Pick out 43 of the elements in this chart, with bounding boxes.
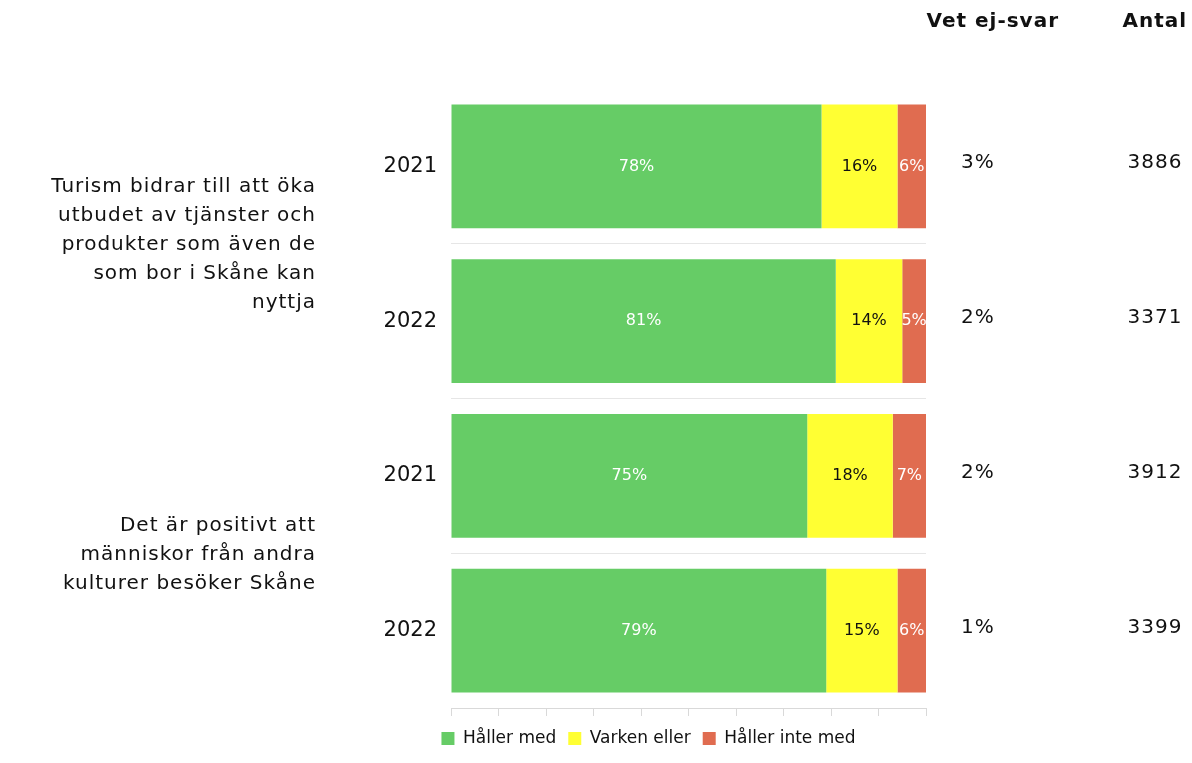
- data-label: 6%: [899, 155, 925, 175]
- data-label: 14%: [851, 310, 887, 330]
- data-label: 78%: [618, 155, 655, 175]
- legend-label: Håller inte med: [724, 726, 856, 747]
- legend-label: Varken eller: [589, 726, 691, 747]
- bar: [892, 413, 926, 538]
- text: Det är positivt att människor från andra kulturer besöker Skåne: [62, 510, 316, 596]
- bar: [451, 568, 827, 693]
- text: 2%: [961, 304, 995, 329]
- data-label: 79%: [621, 619, 657, 639]
- data-label: 6%: [899, 619, 925, 639]
- text: 2%: [961, 458, 995, 483]
- bar: [451, 104, 822, 229]
- bar: [897, 104, 926, 229]
- data-label: 18%: [832, 465, 868, 485]
- text: 3399: [1127, 613, 1183, 638]
- text: 1%: [961, 613, 995, 638]
- bar: [897, 568, 926, 693]
- data-label: 7%: [896, 465, 923, 485]
- text: 3%: [961, 149, 995, 174]
- bar: [451, 259, 836, 384]
- bar: [835, 259, 903, 384]
- data-label: 15%: [844, 619, 880, 639]
- text: 3371: [1127, 304, 1183, 329]
- bar: [821, 104, 898, 229]
- data-label: 5%: [901, 310, 927, 330]
- y-tick-label: 2022: [383, 307, 437, 332]
- text: 3886: [1127, 149, 1183, 174]
- text: Vet ej-svar: [926, 8, 1059, 32]
- y-tick-label: 2021: [383, 152, 437, 177]
- text: Antal: [1122, 8, 1188, 32]
- bar: [807, 413, 893, 538]
- text: 3912: [1127, 458, 1183, 483]
- data-label: 81%: [625, 310, 662, 330]
- data-label: 16%: [841, 155, 878, 175]
- bar: [902, 259, 926, 384]
- y-tick-label: 2021: [383, 462, 437, 487]
- data-label: 75%: [611, 465, 648, 485]
- text: Turism bidrar till att öka utbudet av tjänster och produkter som även de som bor i Skåne kan nyttja: [50, 172, 316, 316]
- bar: [826, 568, 898, 693]
- legend-label: Håller med: [462, 726, 557, 747]
- bar: [451, 413, 808, 538]
- y-tick-label: 2022: [383, 617, 437, 642]
